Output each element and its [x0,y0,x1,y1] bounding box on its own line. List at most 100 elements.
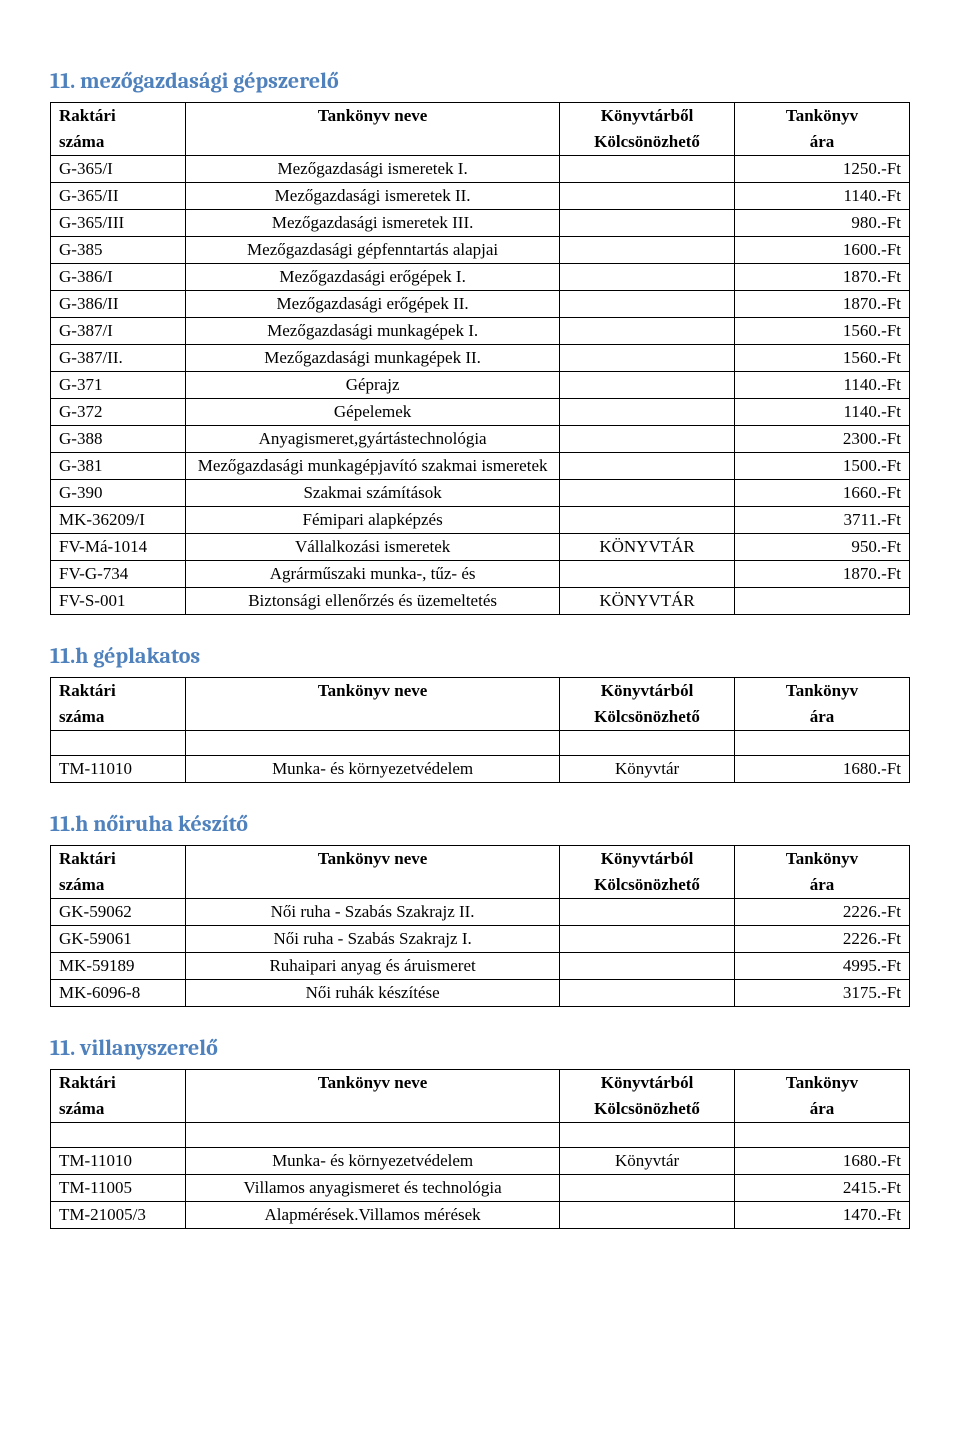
th-price: Tankönyv [735,678,910,705]
cell-library [560,237,735,264]
cell-price: 1500.-Ft [735,453,910,480]
spacer-cell [560,1123,735,1148]
cell-name: Biztonsági ellenőrzés és üzemeltetés [186,588,560,615]
cell-price: 950.-Ft [735,534,910,561]
cell-library [560,156,735,183]
section-title: 11.h nőiruha készítő [50,811,910,837]
th-library-2: Kölcsönözhető [560,872,735,899]
cell-code: FV-G-734 [51,561,186,588]
th-name: Tankönyv neve [186,103,560,130]
table-row: G-387/IMezőgazdasági munkagépek I.1560.-… [51,318,910,345]
cell-code: TM-11005 [51,1175,186,1202]
th-price-2: ára [735,1096,910,1123]
th-library: Könyvtárból [560,846,735,873]
spacer-cell [186,1123,560,1148]
cell-name: Mezőgazdasági ismeretek II. [186,183,560,210]
cell-name: Mezőgazdasági ismeretek III. [186,210,560,237]
cell-name: Ruhaipari anyag és áruismeret [186,953,560,980]
cell-name: Női ruha - Szabás Szakrajz II. [186,899,560,926]
th-library-2: Kölcsönözhető [560,1096,735,1123]
cell-library [560,264,735,291]
th-code-2: száma [51,872,186,899]
cell-price: 1870.-Ft [735,561,910,588]
cell-name: Mezőgazdasági gépfenntartás alapjai [186,237,560,264]
cell-name: Vállalkozási ismeretek [186,534,560,561]
cell-code: MK-6096-8 [51,980,186,1007]
cell-price: 2300.-Ft [735,426,910,453]
cell-name: Gépelemek [186,399,560,426]
spacer-cell [735,731,910,756]
cell-price: 1870.-Ft [735,264,910,291]
document-root: 11. mezőgazdasági gépszerelőRaktáriTankö… [50,68,910,1229]
cell-price: 1250.-Ft [735,156,910,183]
cell-code: G-387/II. [51,345,186,372]
cell-library [560,210,735,237]
spacer-cell [51,731,186,756]
cell-code: FV-Má-1014 [51,534,186,561]
table-row: MK-6096-8Női ruhák készítése3175.-Ft [51,980,910,1007]
table-row: FV-Má-1014Vállalkozási ismeretekKÖNYVTÁR… [51,534,910,561]
cell-library: KÖNYVTÁR [560,534,735,561]
table-row: G-388Anyagismeret,gyártástechnológia2300… [51,426,910,453]
table-row: G-365/IIMezőgazdasági ismeretek II. 1140.… [51,183,910,210]
section-title: 11. villanyszerelő [50,1035,910,1061]
th-name: Tankönyv neve [186,678,560,705]
cell-price: 1870.-Ft [735,291,910,318]
cell-library [560,345,735,372]
cell-price [735,588,910,615]
cell-code: G-387/I [51,318,186,345]
table-row: G-372Gépelemek1140.-Ft [51,399,910,426]
cell-code: G-386/I [51,264,186,291]
table-row: G-371Géprajz1140.-Ft [51,372,910,399]
cell-name: Női ruhák készítése [186,980,560,1007]
cell-name: Mezőgazdasági ismeretek I. [186,156,560,183]
cell-code: G-365/II [51,183,186,210]
th-name-2 [186,872,560,899]
cell-name: Agrárműszaki munka-, tűz- és [186,561,560,588]
th-name: Tankönyv neve [186,1070,560,1097]
table-row: GK-59061Női ruha - Szabás Szakrajz I.222… [51,926,910,953]
cell-library [560,507,735,534]
th-code-2: száma [51,704,186,731]
table-row: TM-11010Munka- és környezetvédelemKönyvt… [51,756,910,783]
textbook-table: RaktáriTankönyv neveKönyvtárbőlTankönyvs… [50,102,910,615]
th-price-2: ára [735,704,910,731]
cell-price: 2226.-Ft [735,926,910,953]
cell-price: 1140.-Ft [735,399,910,426]
cell-code: GK-59062 [51,899,186,926]
cell-name: Alapmérések.Villamos mérések [186,1202,560,1229]
cell-price: 1560.-Ft [735,345,910,372]
th-code: Raktári [51,678,186,705]
cell-name: Munka- és környezetvédelem [186,756,560,783]
cell-code: MK-36209/I [51,507,186,534]
th-price-2: ára [735,129,910,156]
cell-name: Mezőgazdasági munkagépek II. [186,345,560,372]
cell-library [560,291,735,318]
cell-code: MK-59189 [51,953,186,980]
cell-name: Villamos anyagismeret és technológia [186,1175,560,1202]
table-row: G-385Mezőgazdasági gépfenntartás alapjai… [51,237,910,264]
cell-price: 1140.-Ft [735,183,910,210]
th-name-2 [186,1096,560,1123]
spacer-cell [735,1123,910,1148]
cell-price: 1600.-Ft [735,237,910,264]
cell-code: TM-21005/3 [51,1202,186,1229]
cell-price: 1680.-Ft [735,1148,910,1175]
spacer-cell [186,731,560,756]
cell-library [560,926,735,953]
table-row: FV-G-734Agrárműszaki munka-, tűz- és 1870… [51,561,910,588]
th-price: Tankönyv [735,846,910,873]
cell-library [560,480,735,507]
cell-price: 1680.-Ft [735,756,910,783]
cell-price: 980.-Ft [735,210,910,237]
table-row: TM-11010Munka- és környezetvédelemKönyvt… [51,1148,910,1175]
th-library-2: Kölcsönözhető [560,704,735,731]
cell-name: Munka- és környezetvédelem [186,1148,560,1175]
cell-code: TM-11010 [51,1148,186,1175]
table-row: MK-59189Ruhaipari anyag és áruismeret499… [51,953,910,980]
table-row: MK-36209/IFémipari alapképzés3711.-Ft [51,507,910,534]
table-row: GK-59062Női ruha - Szabás Szakrajz II.22… [51,899,910,926]
cell-code: GK-59061 [51,926,186,953]
th-name: Tankönyv neve [186,846,560,873]
cell-price: 1660.-Ft [735,480,910,507]
